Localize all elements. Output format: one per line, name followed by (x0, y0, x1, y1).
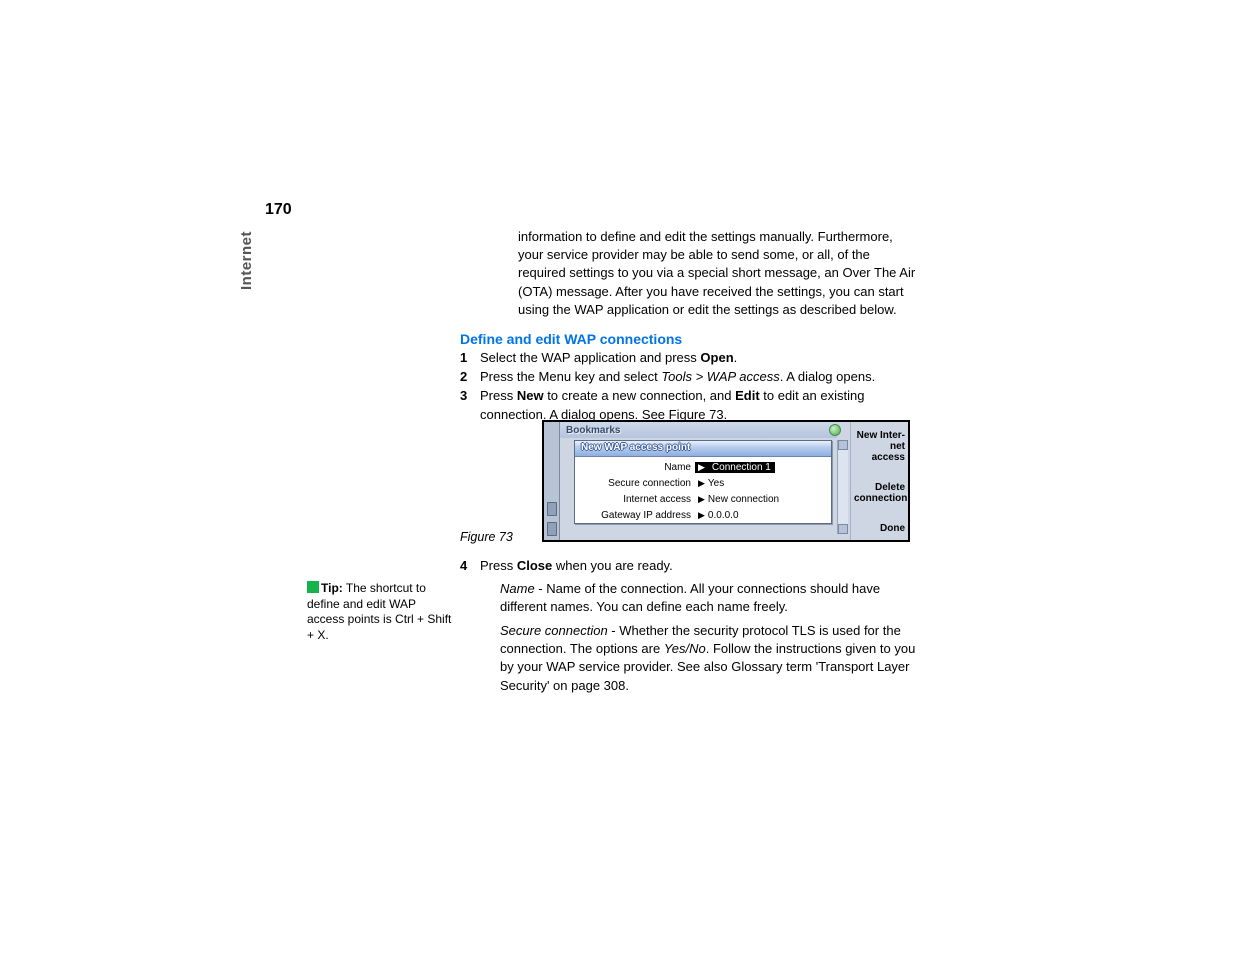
text: . A dialog opens. (780, 369, 875, 384)
step-number: 2 (460, 368, 472, 386)
text: when you are ready. (552, 558, 672, 573)
softkey-line: Delete (875, 482, 905, 493)
softkey-new-internet-access[interactable]: New Inter-net access (854, 430, 905, 463)
page-number: 170 (265, 201, 292, 219)
dialog-row-gateway[interactable]: Gateway IP address▶0.0.0.0 (575, 507, 825, 523)
softkey-delete-connection[interactable]: Deleteconnection (854, 482, 905, 504)
dialog-box: New WAP access point Name▶Connection 1 S… (574, 440, 832, 524)
bold-text: New (517, 388, 544, 403)
step-number: 3 (460, 387, 472, 423)
dialog-row-internet[interactable]: Internet access▶New connection (575, 491, 825, 507)
device-status-strip (544, 422, 560, 540)
term: Secure connection (500, 623, 608, 638)
softkey-done[interactable]: Done (854, 523, 905, 534)
tip-label: Tip: (321, 581, 343, 595)
status-indicator-icon (829, 424, 841, 436)
text: Press the Menu key and select (480, 369, 661, 384)
field-value: New connection (708, 494, 779, 505)
step-text: Press Close when you are ready. (480, 557, 673, 575)
step-text: Press the Menu key and select Tools > WA… (480, 368, 875, 386)
window-title: Bookmarks (566, 425, 620, 436)
field-label: Internet access (575, 494, 695, 505)
tip-sidebar: Tip: The shortcut to define and edit WAP… (307, 581, 452, 643)
step-text: Select the WAP application and press Ope… (480, 349, 737, 367)
device-softkeys: New Inter-net access Deleteconnection Do… (850, 422, 908, 540)
tip-icon (307, 581, 319, 593)
arrow-icon: ▶ (695, 462, 708, 473)
dialog-row-secure[interactable]: Secure connection▶Yes (575, 475, 825, 491)
text: Select the WAP application and press (480, 350, 700, 365)
options-text: Yes/No (664, 641, 706, 656)
step-2: 2 Press the Menu key and select Tools > … (460, 368, 910, 386)
bold-text: Close (517, 558, 552, 573)
dialog-title: New WAP access point (575, 441, 831, 457)
step-1: 1 Select the WAP application and press O… (460, 349, 910, 367)
text: Press (480, 558, 517, 573)
intro-paragraph: information to define and edit the setti… (518, 228, 918, 319)
window-title-bar: Bookmarks (560, 422, 837, 438)
figure-caption: Figure 73 (460, 530, 513, 544)
definition-secure-connection: Secure connection - Whether the security… (500, 622, 920, 695)
step-number: 4 (460, 557, 472, 575)
softkey-line: net access (872, 441, 905, 463)
device-screenshot: Bookmarks New WAP access point Name▶Conn… (542, 420, 910, 542)
arrow-icon: ▶ (695, 510, 708, 521)
text: to create a new connection, and (544, 388, 736, 403)
step-4: 4 Press Close when you are ready. (460, 557, 910, 576)
field-value: Connection 1 (708, 462, 775, 473)
dialog-row-name[interactable]: Name▶Connection 1 (575, 459, 825, 475)
term: Name (500, 581, 535, 596)
definition-name: Name - Name of the connection. All your … (500, 580, 920, 616)
step-number: 1 (460, 349, 472, 367)
section-side-label: Internet (238, 231, 255, 290)
field-value: 0.0.0.0 (708, 510, 739, 521)
arrow-icon: ▶ (695, 494, 708, 505)
field-label: Name (575, 462, 695, 473)
definition-text: - Name of the connection. All your conne… (500, 581, 880, 614)
bold-text: Open (700, 350, 733, 365)
italic-text: Tools > WAP access (661, 369, 779, 384)
dialog-body: Name▶Connection 1 Secure connection▶Yes … (575, 457, 831, 525)
field-label: Gateway IP address (575, 510, 695, 521)
signal-icon (547, 502, 557, 516)
device-center: Bookmarks New WAP access point Name▶Conn… (560, 422, 837, 540)
softkey-line: New Inter- (857, 430, 905, 441)
step-text: Press New to create a new connection, an… (480, 387, 910, 423)
step-3: 3 Press New to create a new connection, … (460, 387, 910, 423)
text: Press (480, 388, 517, 403)
battery-icon (547, 522, 557, 536)
section-heading: Define and edit WAP connections (460, 331, 682, 347)
text: . (734, 350, 738, 365)
field-value: Yes (708, 478, 724, 489)
bold-text: Edit (735, 388, 760, 403)
scrollbar[interactable] (837, 440, 848, 534)
device-main-area: Bookmarks New WAP access point Name▶Conn… (560, 422, 850, 540)
softkey-line: connection (854, 493, 907, 504)
steps-list: 1 Select the WAP application and press O… (460, 349, 910, 425)
arrow-icon: ▶ (695, 478, 708, 489)
field-label: Secure connection (575, 478, 695, 489)
